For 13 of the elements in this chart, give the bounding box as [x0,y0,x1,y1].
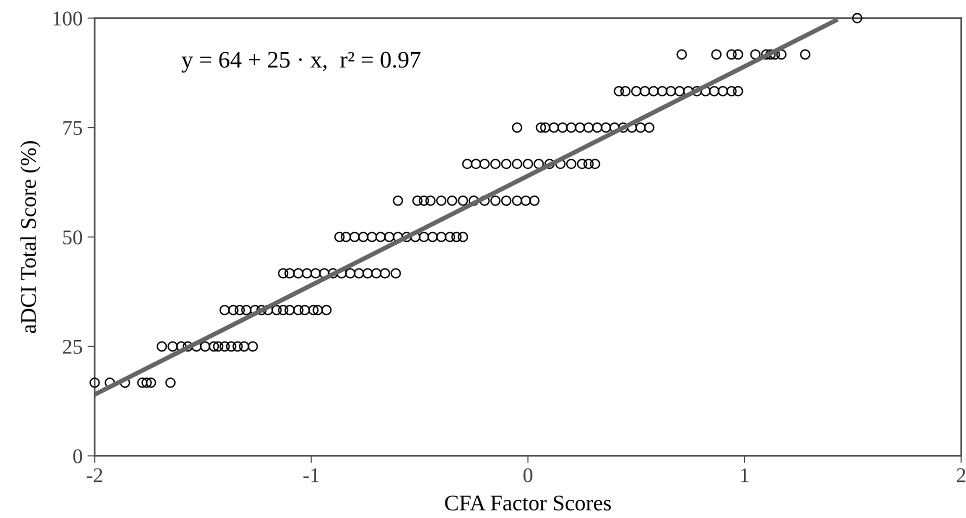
y-tick-label: 75 [63,121,82,135]
x-tick-label: -2 [86,468,102,482]
x-axis-title: CFA Factor Scores [445,496,611,511]
annotation: y = 64 + 25 · x, r² = 0.97 [182,52,420,73]
x-tick-label: -1 [303,468,319,482]
y-tick-label: 0 [73,449,82,464]
x-tick-label: 2 [956,468,966,482]
y-tick-label: 50 [63,230,82,244]
y-tick-label: 100 [53,12,82,26]
y-tick-label: 25 [62,340,82,354]
x-tick-label: 1 [741,468,749,482]
x-tick-label: 0 [524,468,532,482]
y-axis-title: aDCI Total Score (%) [20,141,40,334]
